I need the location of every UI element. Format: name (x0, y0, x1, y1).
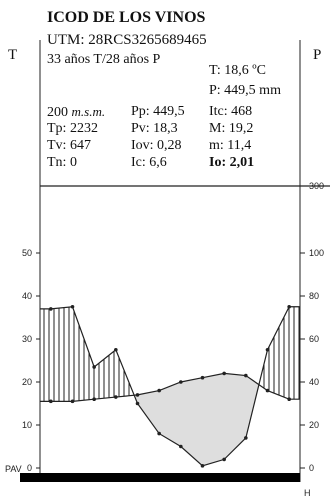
temperature-point (92, 397, 96, 402)
index-tn: Tn: 0 (47, 155, 77, 170)
right-tick-label: 300 (309, 181, 324, 191)
temperature-point (200, 375, 205, 380)
left-tick-label: 40 (22, 291, 32, 301)
frost-bar-group: PAV H (5, 464, 311, 498)
station-name: ICOD DE LOS VINOS (47, 9, 206, 26)
right-axis-ticks: 0 20 40 60 80 100 300 (300, 181, 324, 473)
temperature-point (222, 371, 226, 376)
temperature-point (157, 388, 161, 393)
temperature-line (40, 372, 300, 402)
left-axis-letter: T (8, 47, 18, 63)
series-lines (40, 306, 300, 467)
altitude-value: 200 (47, 105, 68, 120)
right-tick-label: 80 (309, 291, 319, 301)
left-axis-ticks: 0 10 20 30 40 50 (22, 248, 40, 473)
temperature-point (114, 395, 118, 399)
annual-temperature: T: 18,6 ºC (209, 63, 266, 78)
index-io: Io: 2,01 (209, 155, 255, 170)
temperature-point (179, 380, 183, 384)
right-tick-label: 0 (309, 463, 314, 473)
temperature-point (70, 399, 75, 404)
precipitation-point (114, 347, 118, 352)
precipitation-point (179, 444, 183, 449)
right-tick-label: 20 (309, 420, 319, 430)
right-axis-letter: P (313, 47, 322, 63)
altitude: 200 m.s.m. (47, 105, 105, 120)
index-ic: Ic: 6,6 (131, 155, 167, 170)
utm-coordinates: UTM: 28RCS3265689465 (47, 32, 207, 48)
precipitation-point (200, 464, 205, 468)
right-tick-label: 40 (309, 377, 319, 387)
index-tp: Tp: 2232 (47, 121, 98, 136)
index-iov: Iov: 0,28 (131, 138, 182, 153)
left-tick-label: 50 (22, 248, 32, 258)
left-tick-label: 10 (22, 420, 32, 430)
left-tick-label: 0 (27, 463, 32, 473)
dry-season-area (135, 373, 258, 466)
precipitation-point (135, 401, 140, 406)
left-tick-label: 30 (22, 334, 32, 344)
frost-bar (20, 473, 300, 482)
index-m-upper: M: 19,2 (209, 121, 254, 136)
right-tick-label: 60 (309, 334, 319, 344)
precipitation-point (222, 457, 226, 462)
precipitation-point (49, 307, 53, 311)
temperature-point (49, 399, 53, 404)
right-tick-label: 100 (309, 248, 324, 258)
precipitation-point (244, 436, 248, 440)
h-label: H (304, 488, 311, 498)
annual-precipitation: P: 449,5 mm (209, 83, 281, 98)
temperature-point (244, 373, 248, 378)
altitude-unit: m.s.m. (71, 104, 106, 119)
index-m-lower: m: 11,4 (209, 138, 252, 153)
precipitation-point (70, 304, 75, 309)
precipitation-line (40, 306, 300, 467)
record-years: 33 años T/28 años P (47, 52, 161, 67)
index-itc: Itc: 468 (209, 104, 253, 119)
chart-frame (39, 40, 330, 482)
temperature-point (287, 397, 291, 402)
series-markers (49, 304, 291, 468)
precipitation-point (265, 347, 270, 352)
temperature-point (135, 393, 140, 397)
dry-season-fill (135, 373, 258, 466)
humid-season-hatching (43, 306, 300, 402)
precipitation-point (287, 304, 291, 309)
temperature-point (265, 388, 270, 393)
precipitation-point (157, 431, 161, 436)
left-tick-label: 20 (22, 377, 32, 387)
index-pp: Pp: 449,5 (131, 104, 185, 119)
pav-label: PAV (5, 464, 22, 474)
index-pv: Pv: 18,3 (131, 121, 178, 136)
precipitation-point (92, 365, 96, 369)
index-tv: Tv: 647 (47, 138, 91, 153)
